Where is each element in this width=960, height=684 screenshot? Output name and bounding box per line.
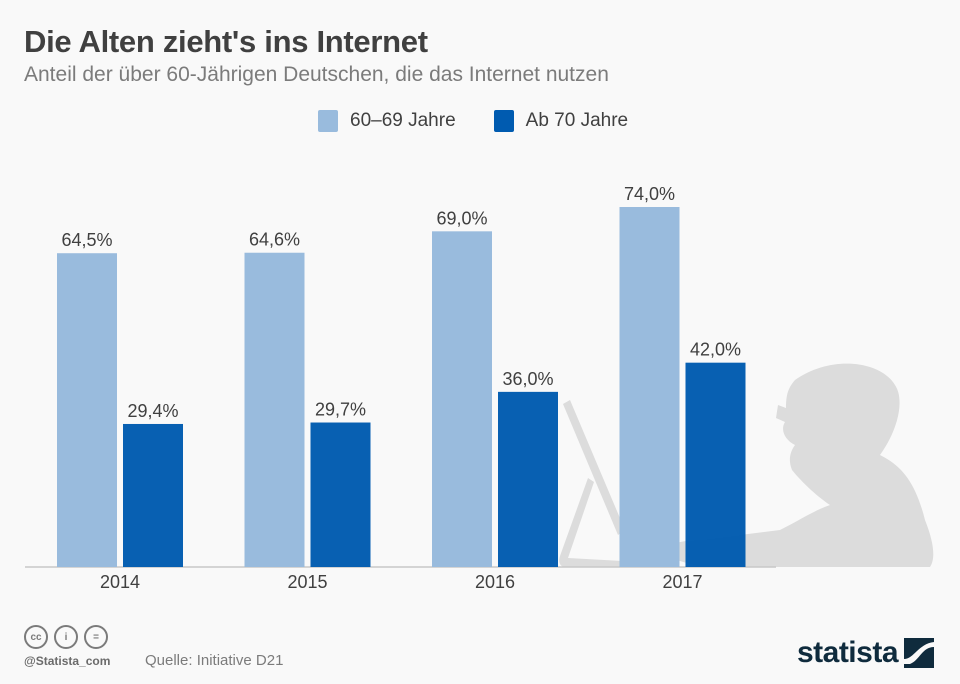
statista-logo[interactable]: statista: [797, 636, 934, 670]
value-label-2015-60-69: 64,6%: [249, 230, 300, 250]
value-labels-group: 64,5% 29,4% 64,6% 29,7% 69,0% 36,0% 74,0% 42,0%: [61, 184, 741, 421]
silhouette-illustration: [559, 363, 934, 567]
bar-2014-70-plus: [123, 423, 183, 567]
bar-2017-70-plus: [685, 362, 746, 567]
legend-swatch-60-69: [318, 110, 338, 132]
legend: 60–69 Jahre Ab 70 Jahre: [318, 110, 656, 132]
value-label-2014-70-plus: 29,4%: [127, 401, 178, 421]
tablet-stand-shape: [563, 400, 625, 535]
x-tick-label-2016: 2016: [475, 572, 515, 592]
legend-swatch-70-plus: [493, 110, 514, 132]
x-tick-labels-group: 2014 2015 2016 2017: [100, 572, 703, 592]
bar-2017-60-69: [619, 207, 680, 567]
bar-2014-60-69: [57, 253, 117, 567]
tablet-base-shape: [559, 478, 640, 567]
statista-logo-icon: [904, 638, 934, 668]
x-tick-label-2014: 2014: [100, 572, 140, 592]
value-label-2017-70-plus: 42,0%: [690, 340, 741, 360]
by-attribution-icon[interactable]: i: [54, 625, 78, 649]
value-label-2016-70-plus: 36,0%: [502, 369, 553, 389]
statista-handle[interactable]: @Statista_com: [24, 654, 111, 668]
legend-item-60-69: 60–69 Jahre: [318, 110, 456, 132]
person-silhouette-shape: [660, 363, 934, 567]
value-label-2016-60-69: 69,0%: [436, 208, 487, 228]
chart-title: Die Alten zieht's ins Internet: [24, 24, 428, 59]
value-label-2014-60-69: 64,5%: [61, 230, 112, 250]
value-label-2017-60-69: 74,0%: [624, 184, 675, 204]
bar-2015-60-69: [244, 252, 305, 567]
cc-icon[interactable]: cc: [24, 625, 48, 649]
x-tick-label-2017: 2017: [662, 572, 702, 592]
x-tick-label-2015: 2015: [287, 572, 327, 592]
bar-2015-70-plus: [310, 422, 371, 567]
source-note: Quelle: Initiative D21: [145, 652, 284, 669]
legend-label-60-69: 60–69 Jahre: [350, 110, 456, 131]
bar-2016-60-69: [432, 231, 492, 567]
statista-wordmark: statista: [796, 636, 899, 669]
legend-label-70-plus: Ab 70 Jahre: [525, 110, 629, 131]
no-derivatives-icon[interactable]: =: [84, 625, 108, 649]
legend-item-70-plus: Ab 70 Jahre: [493, 110, 629, 132]
license-icons: cc i =: [24, 625, 108, 649]
bars-group: [57, 207, 746, 567]
chart-subtitle: Anteil der über 60-Jährigen Deutschen, d…: [24, 63, 609, 86]
value-label-2015-70-plus: 29,7%: [315, 400, 366, 420]
bar-2016-70-plus: [498, 391, 558, 567]
